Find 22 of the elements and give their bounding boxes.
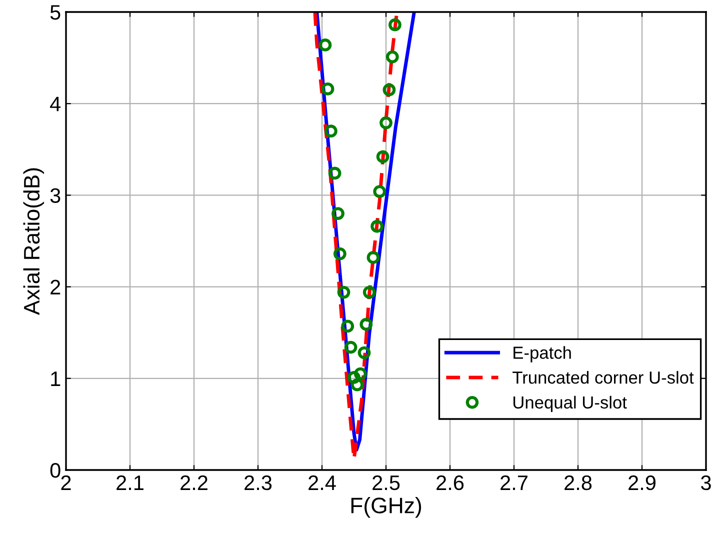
x-tick-label: 2.1	[116, 475, 144, 490]
y-tick-label: 0	[50, 463, 60, 478]
x-tick-label: 2	[61, 475, 71, 490]
x-axis-title: F(GHz)	[351, 497, 422, 518]
y-tick-label: 4	[50, 96, 61, 112]
x-tick-label: 2.3	[244, 475, 272, 490]
legend-label: E-patch	[514, 346, 571, 362]
x-tick-label: 2.7	[500, 475, 528, 490]
x-tick-label: 2.4	[308, 475, 336, 490]
y-tick-label: 1	[51, 372, 60, 386]
x-tick-label: 3	[701, 475, 711, 490]
y-axis-title: Axial Ratio(dB)	[23, 168, 44, 316]
x-tick-label: 2.9	[628, 475, 656, 490]
x-tick-label: 2.6	[436, 475, 464, 490]
y-tick-label: 5	[50, 5, 60, 20]
x-tick-label: 2.2	[180, 475, 208, 490]
legend-label: Truncated corner U-slot	[512, 371, 694, 384]
legend-label: Unequal U-slot	[513, 396, 627, 412]
y-tick-label: 2	[50, 280, 60, 294]
x-tick-label: 2.5	[372, 475, 400, 490]
x-tick-label: 2.8	[564, 475, 592, 490]
y-tick-label: 3	[50, 188, 60, 203]
